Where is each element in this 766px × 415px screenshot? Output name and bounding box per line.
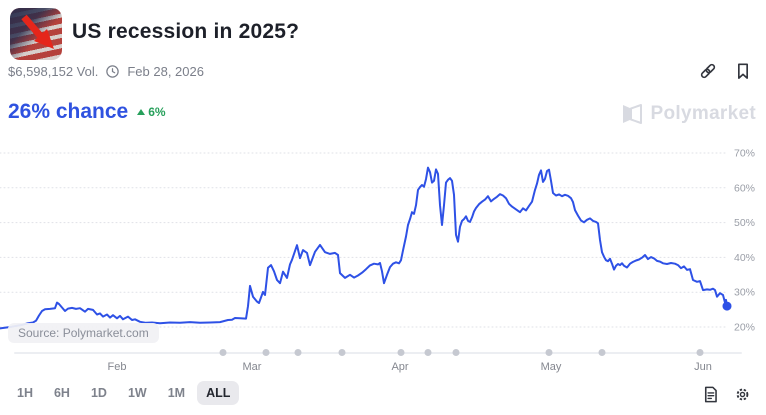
order-book-button[interactable] <box>701 384 721 404</box>
range-button-1d[interactable]: 1D <box>82 381 116 405</box>
month-label-jun: Jun <box>694 361 712 373</box>
bookmark-button[interactable] <box>733 61 753 81</box>
bottom-actions <box>701 384 753 404</box>
link-icon <box>700 63 716 79</box>
bookmark-icon <box>738 63 748 79</box>
range-button-6h[interactable]: 6H <box>45 381 79 405</box>
brand-watermark-label: Polymarket <box>650 103 756 124</box>
month-label-feb: Feb <box>107 361 127 373</box>
volume-label: $6,598,152 Vol. <box>8 64 99 79</box>
document-icon <box>704 386 717 402</box>
range-button-1w[interactable]: 1W <box>119 381 156 405</box>
range-button-all[interactable]: ALL <box>197 381 240 405</box>
x-axis-month-labels: Feb Mar Apr May Jun <box>0 361 766 376</box>
price-chart[interactable]: 20% 30% 40% 50% 60% 70% Source: Polymarket.co… <box>0 140 766 355</box>
top-actions <box>698 61 753 81</box>
price-chart-svg[interactable]: 20% 30% 40% 50% 60% 70% <box>0 140 766 355</box>
y-tick-label-50: 50% <box>734 217 755 229</box>
latest-price-dot <box>722 301 732 311</box>
month-label-mar: Mar <box>242 361 262 373</box>
scrubber-dot-7 <box>452 349 460 356</box>
brand-watermark: Polymarket <box>620 102 756 126</box>
scrubber-dot-3 <box>294 349 302 356</box>
time-range-toolbar: 1H 6H 1D 1W 1M ALL <box>8 381 240 405</box>
scrubber-dot-6 <box>424 349 432 356</box>
up-triangle-icon <box>137 109 146 115</box>
scrubber-track[interactable] <box>14 352 742 354</box>
chance-value: 26% chance <box>8 100 129 123</box>
y-tick-label-60: 60% <box>734 182 755 194</box>
scrubber-dot-2 <box>262 349 270 356</box>
scrubber-dot-4 <box>338 349 346 356</box>
range-button-1h[interactable]: 1H <box>8 381 42 405</box>
polymarket-logo-icon <box>622 104 642 124</box>
gear-icon <box>736 388 749 400</box>
scrubber-dot-8 <box>545 349 553 356</box>
scrubber-dot-1 <box>219 349 227 356</box>
scrubber-dot-10 <box>696 349 704 356</box>
market-thumbnail <box>10 8 62 60</box>
y-tick-label-30: 30% <box>734 287 755 299</box>
range-button-1m[interactable]: 1M <box>159 381 194 405</box>
down-arrow-icon <box>21 14 54 49</box>
month-label-may: May <box>540 361 562 373</box>
end-date-label: Feb 28, 2026 <box>127 64 204 79</box>
source-note: Source: Polymarket.com <box>8 323 159 343</box>
y-tick-label-40: 40% <box>734 252 755 264</box>
timeline-scrubber[interactable] <box>0 348 766 358</box>
y-tick-label-20: 20% <box>734 322 755 334</box>
month-label-apr: Apr <box>391 361 409 373</box>
copy-link-button[interactable] <box>698 61 718 81</box>
chance-row: 26% chance 6% <box>8 100 166 124</box>
scrubber-dot-9 <box>598 349 606 356</box>
clock-icon <box>106 65 120 78</box>
settings-button[interactable] <box>733 384 753 404</box>
chance-delta: 6% <box>137 105 166 119</box>
scrubber-dot-5 <box>397 349 405 356</box>
y-tick-label-70: 70% <box>734 148 755 160</box>
price-line-yes <box>0 166 728 330</box>
market-meta: $6,598,152 Vol. Feb 28, 2026 <box>8 64 204 79</box>
market-title: US recession in 2025? <box>72 20 300 43</box>
chance-change-label: 6% <box>148 105 166 119</box>
